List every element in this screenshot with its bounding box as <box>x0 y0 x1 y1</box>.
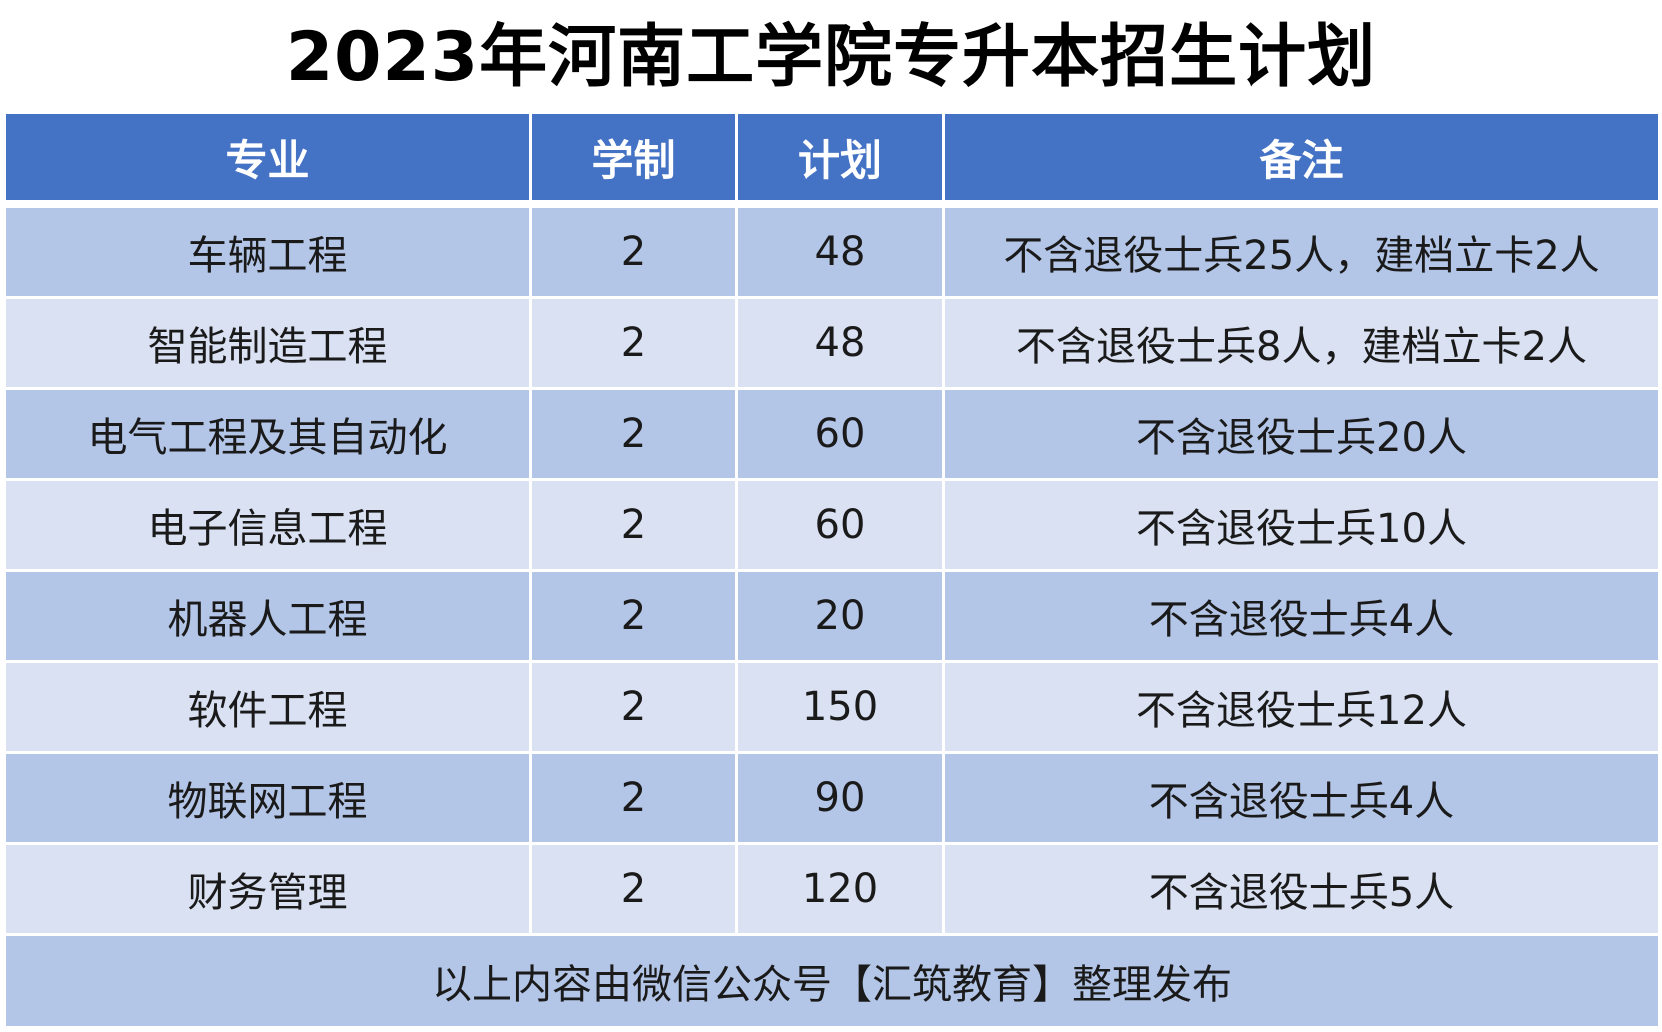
cell-note: 不含退役士兵12人 <box>945 663 1658 754</box>
enrollment-plan-table: 专业 学制 计划 备注 车辆工程 2 48 不含退役士兵25人，建档立卡2人 智… <box>6 114 1658 1026</box>
cell-major: 软件工程 <box>6 663 532 754</box>
header-major: 专业 <box>6 114 532 208</box>
cell-major: 智能制造工程 <box>6 299 532 390</box>
cell-note: 不含退役士兵10人 <box>945 481 1658 572</box>
cell-major: 车辆工程 <box>6 208 532 299</box>
table-row: 电气工程及其自动化 2 60 不含退役士兵20人 <box>6 390 1658 481</box>
cell-note: 不含退役士兵8人，建档立卡2人 <box>945 299 1658 390</box>
page-title: 2023年河南工学院专升本招生计划 <box>285 18 1377 97</box>
cell-major: 物联网工程 <box>6 754 532 845</box>
table-row: 物联网工程 2 90 不含退役士兵4人 <box>6 754 1658 845</box>
cell-plan: 60 <box>738 481 945 572</box>
cell-plan: 60 <box>738 390 945 481</box>
cell-years: 2 <box>532 572 738 663</box>
cell-years: 2 <box>532 208 738 299</box>
table-footer-row: 以上内容由微信公众号【汇筑教育】整理发布 <box>6 936 1658 1026</box>
cell-years: 2 <box>532 390 738 481</box>
cell-years: 2 <box>532 663 738 754</box>
cell-major: 电子信息工程 <box>6 481 532 572</box>
table-row: 财务管理 2 120 不含退役士兵5人 <box>6 845 1658 936</box>
table-row: 电子信息工程 2 60 不含退役士兵10人 <box>6 481 1658 572</box>
cell-plan: 20 <box>738 572 945 663</box>
cell-years: 2 <box>532 299 738 390</box>
cell-years: 2 <box>532 481 738 572</box>
cell-years: 2 <box>532 845 738 936</box>
table-row: 车辆工程 2 48 不含退役士兵25人，建档立卡2人 <box>6 208 1658 299</box>
table-row: 机器人工程 2 20 不含退役士兵4人 <box>6 572 1658 663</box>
footer-note: 以上内容由微信公众号【汇筑教育】整理发布 <box>6 936 1658 1026</box>
header-plan: 计划 <box>738 114 945 208</box>
cell-plan: 150 <box>738 663 945 754</box>
cell-major: 财务管理 <box>6 845 532 936</box>
table-row: 软件工程 2 150 不含退役士兵12人 <box>6 663 1658 754</box>
cell-plan: 90 <box>738 754 945 845</box>
cell-plan: 48 <box>738 208 945 299</box>
cell-major: 电气工程及其自动化 <box>6 390 532 481</box>
cell-note: 不含退役士兵25人，建档立卡2人 <box>945 208 1658 299</box>
cell-years: 2 <box>532 754 738 845</box>
header-note: 备注 <box>945 114 1658 208</box>
cell-major: 机器人工程 <box>6 572 532 663</box>
cell-plan: 120 <box>738 845 945 936</box>
header-years: 学制 <box>532 114 738 208</box>
table-row: 智能制造工程 2 48 不含退役士兵8人，建档立卡2人 <box>6 299 1658 390</box>
cell-plan: 48 <box>738 299 945 390</box>
cell-note: 不含退役士兵20人 <box>945 390 1658 481</box>
cell-note: 不含退役士兵5人 <box>945 845 1658 936</box>
cell-note: 不含退役士兵4人 <box>945 754 1658 845</box>
table-header-row: 专业 学制 计划 备注 <box>6 114 1658 208</box>
cell-note: 不含退役士兵4人 <box>945 572 1658 663</box>
